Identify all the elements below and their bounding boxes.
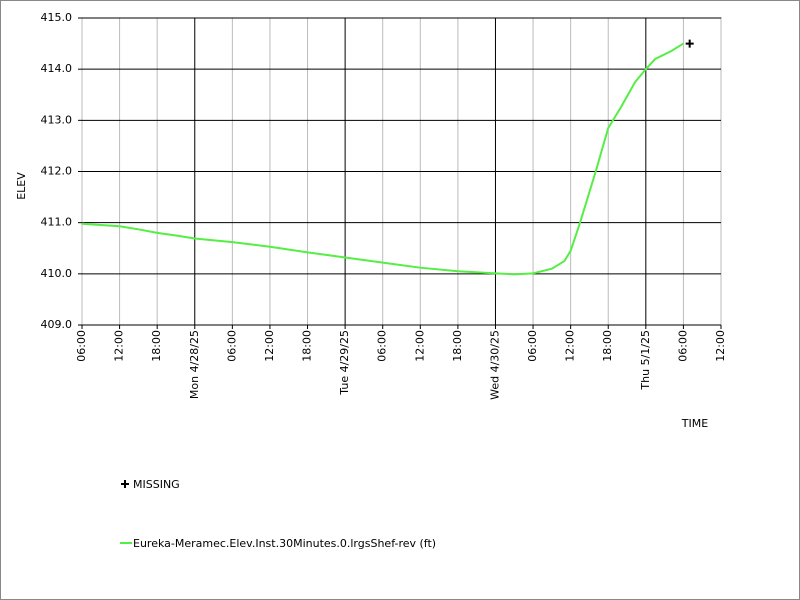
x-tick-label: Wed 4/30/25 bbox=[488, 330, 501, 400]
x-tick-label: 12:00 bbox=[263, 330, 276, 362]
x-tick-label: Mon 4/28/25 bbox=[188, 330, 201, 399]
x-tick-label: 06:00 bbox=[75, 330, 88, 362]
x-tick-label: 06:00 bbox=[676, 330, 689, 362]
x-tick-label: 06:00 bbox=[376, 330, 389, 362]
x-tick-label: 12:00 bbox=[564, 330, 577, 362]
y-tick-label: 415.0 bbox=[41, 11, 73, 24]
y-tick-label: 412.0 bbox=[41, 165, 73, 178]
legend-label: Eureka-Meramec.Elev.Inst.30Minutes.0.lrg… bbox=[133, 537, 436, 550]
x-tick-label: 18:00 bbox=[150, 330, 163, 362]
legend-label: MISSING bbox=[133, 478, 180, 491]
missing-marker bbox=[685, 39, 694, 48]
y-tick-label: 411.0 bbox=[41, 216, 73, 229]
x-tick-label: Tue 4/29/25 bbox=[338, 330, 351, 396]
y-tick-label: 410.0 bbox=[41, 267, 73, 280]
x-tick-label: 18:00 bbox=[601, 330, 614, 362]
x-tick-label: 12:00 bbox=[714, 330, 727, 362]
y-tick-label: 413.0 bbox=[41, 113, 73, 126]
x-axis-label: TIME bbox=[681, 417, 708, 430]
legend-marker bbox=[121, 480, 129, 488]
x-tick-label: 06:00 bbox=[526, 330, 539, 362]
y-tick-label: 414.0 bbox=[41, 62, 73, 75]
x-tick-label: 06:00 bbox=[225, 330, 238, 362]
x-tick-label: 12:00 bbox=[113, 330, 126, 362]
y-axis-label: ELEV bbox=[15, 172, 28, 200]
x-tick-label: 12:00 bbox=[413, 330, 426, 362]
x-tick-label: 18:00 bbox=[301, 330, 314, 362]
x-tick-label: 18:00 bbox=[451, 330, 464, 362]
x-tick-label: Thu 5/1/25 bbox=[639, 330, 652, 391]
y-tick-label: 409.0 bbox=[41, 318, 73, 331]
data-line bbox=[81, 42, 684, 276]
